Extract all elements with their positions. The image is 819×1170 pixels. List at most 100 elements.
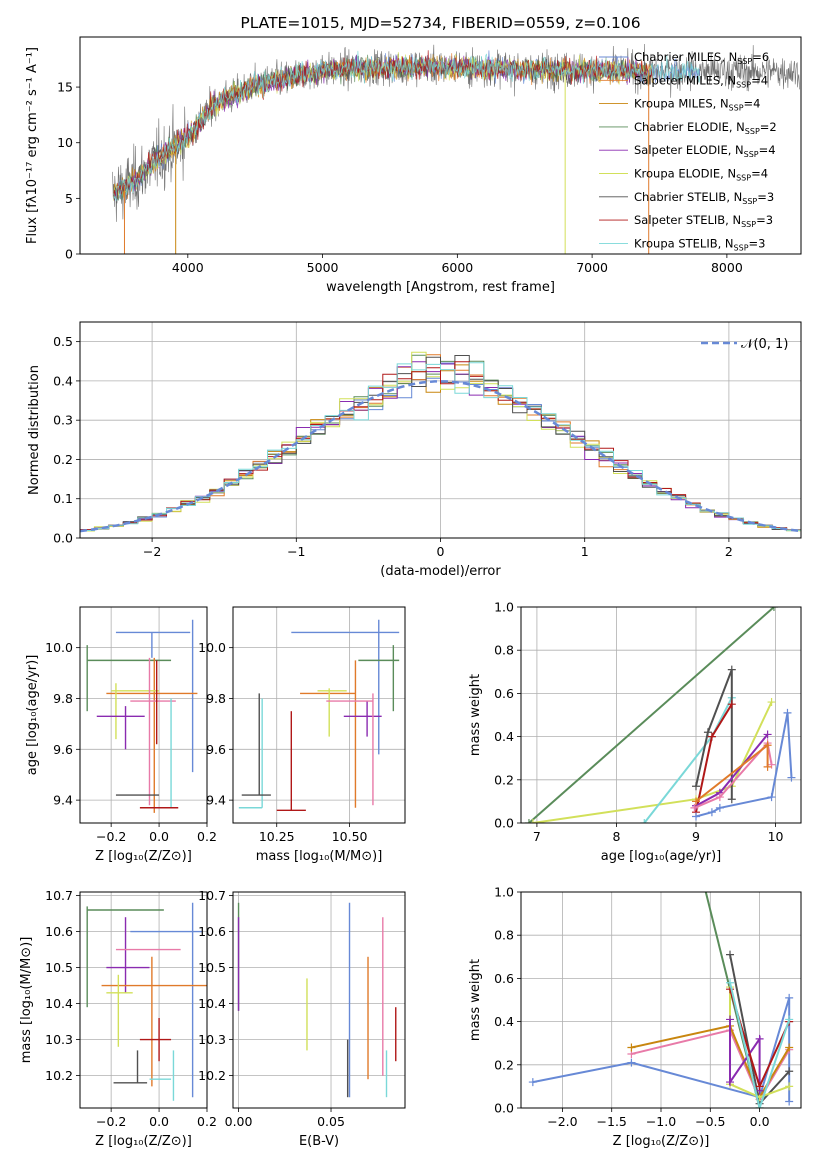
spectrum-panel: 4000 5000 6000 7000 8000 0 5 10 15 wavelength [An… bbox=[25, 14, 802, 295]
weight-line-9 bbox=[729, 982, 791, 1108]
x-tick-label: 0.0 bbox=[750, 1114, 770, 1129]
y-tick-label: 9.6 bbox=[206, 742, 226, 757]
weight-marker bbox=[785, 1043, 794, 1052]
weight-marker bbox=[715, 803, 724, 812]
weight-marker bbox=[755, 1034, 764, 1043]
weight-marker bbox=[726, 978, 735, 987]
x-axis-label: Z [log₁₀(Z/Z⊙)] bbox=[95, 1134, 192, 1149]
y-tick-label: 9.8 bbox=[206, 691, 226, 706]
age-vs-metallicity-panel: −0.2 0.0 0.2 9.4 9.6 9.8 10.0 Z [log₁₀(Z/Z⊙)] ag… bbox=[25, 606, 217, 864]
weight-marker bbox=[785, 1067, 794, 1076]
y-tick-label: 0.1 bbox=[53, 491, 73, 506]
x-tick-label: 9 bbox=[692, 829, 700, 844]
legend-nssp: 4 bbox=[768, 143, 775, 157]
legend-equals: = bbox=[744, 97, 754, 111]
ticks: 10.25 10.50 9.4 9.6 9.8 10.0 bbox=[198, 640, 367, 844]
weight-marker bbox=[627, 1043, 636, 1052]
y-tick-label: 10.4 bbox=[198, 996, 226, 1011]
x-tick-label: −0.2 bbox=[96, 1114, 126, 1129]
y-tick-label: 10.6 bbox=[45, 924, 73, 939]
x-tick-label: 0 bbox=[437, 544, 445, 559]
legend-label: Chabrier ELODIE, NSSP=2 bbox=[634, 120, 777, 136]
legend-equals: = bbox=[756, 213, 766, 227]
y-tick-label: 0.3 bbox=[53, 413, 73, 428]
plot-area bbox=[237, 902, 397, 1098]
x-tick-label: 10.50 bbox=[332, 829, 368, 844]
y-tick-label: 10.0 bbox=[45, 640, 73, 655]
model-spectrum-line-9 bbox=[113, 50, 701, 202]
weight-marker bbox=[692, 812, 700, 821]
x-axis-label: E(B-V) bbox=[299, 1134, 339, 1149]
axes-frame bbox=[232, 606, 406, 824]
x-tick-label: −1 bbox=[287, 544, 305, 559]
legend-nssp: 3 bbox=[758, 236, 765, 250]
legend-subscript: SSP bbox=[737, 57, 752, 66]
legend-equals: = bbox=[752, 50, 762, 64]
legend-subscript: SSP bbox=[742, 197, 757, 206]
weight-marker bbox=[769, 607, 778, 611]
weight-marker bbox=[727, 795, 736, 804]
legend-text: Kroupa MILES, N bbox=[634, 97, 729, 111]
grid-lines bbox=[233, 892, 405, 1108]
ticks: −0.2 0.0 0.2 10.2 10.3 10.4 10.5 10.6 10.7 bbox=[45, 888, 217, 1129]
x-tick-label: 0.05 bbox=[317, 1114, 345, 1129]
ticks: −2.0 −1.5 −1.0 −0.5 0.0 0.0 0.2 0.4 0.6 0.8 1.0 bbox=[494, 885, 769, 1130]
weight-marker bbox=[715, 793, 724, 802]
y-tick-label: 10.5 bbox=[45, 960, 73, 975]
axes-frame bbox=[79, 606, 208, 824]
weight-marker bbox=[763, 741, 772, 750]
x-axis-label: (data-model)/error bbox=[380, 564, 501, 579]
weight-marker bbox=[767, 793, 776, 802]
legend-subscript: SSP bbox=[736, 174, 751, 183]
weight-marker bbox=[703, 728, 712, 737]
weight-marker bbox=[528, 819, 537, 823]
legend-label: Salpeter STELIB, NSSP=3 bbox=[634, 213, 773, 229]
y-tick-label: 10.5 bbox=[198, 960, 226, 975]
axes-frame bbox=[520, 606, 802, 824]
y-tick-label: 10.7 bbox=[45, 888, 73, 903]
weight-marker bbox=[763, 730, 772, 739]
weight-marker bbox=[690, 803, 699, 812]
weight-marker bbox=[726, 1078, 735, 1087]
axes-frame bbox=[520, 891, 802, 1109]
weight-marker bbox=[767, 760, 776, 769]
y-tick-label: 0.8 bbox=[494, 928, 514, 943]
y-tick-label: 10.6 bbox=[198, 924, 226, 939]
x-axis-label: Z [log₁₀(Z/Z⊙)] bbox=[95, 849, 192, 864]
x-tick-label: 0.00 bbox=[225, 1114, 253, 1129]
weight-marker bbox=[755, 1082, 764, 1091]
y-tick-label: 10.3 bbox=[198, 1032, 226, 1047]
y-tick-label: 0.5 bbox=[53, 334, 73, 349]
weight-marker bbox=[640, 819, 649, 823]
legend-nssp: 3 bbox=[767, 190, 774, 204]
legend-label: 𝒩(0, 1) bbox=[741, 337, 788, 352]
plot-area bbox=[86, 619, 198, 813]
x-tick-label: 5000 bbox=[307, 260, 339, 275]
mass-weight-vs-age-panel: 7 8 9 10 0.0 0.2 0.4 0.6 0.8 1.0 age [log₁₀(age/yr… bbox=[468, 600, 802, 864]
y-axis-label: age [log₁₀(age/yr)] bbox=[25, 655, 40, 776]
ticks: 0.00 0.05 10.2 10.3 10.4 10.5 10.6 10.7 bbox=[198, 888, 345, 1129]
legend-equals: = bbox=[751, 73, 761, 87]
weight-marker bbox=[692, 782, 700, 791]
y-tick-label: 0.0 bbox=[494, 1101, 514, 1116]
weight-marker bbox=[528, 1078, 537, 1087]
legend-nssp: 6 bbox=[762, 50, 769, 64]
weight-marker bbox=[785, 1097, 794, 1106]
x-axis-label: Z [log₁₀(Z/Z⊙)] bbox=[613, 1134, 710, 1149]
legend-nssp: 2 bbox=[769, 120, 776, 134]
y-tick-label: 1.0 bbox=[494, 885, 514, 900]
weight-line-7 bbox=[729, 1019, 761, 1091]
x-tick-label: 10 bbox=[768, 829, 784, 844]
age-vs-mass-panel: 10.25 10.50 9.4 9.6 9.8 10.0 mass [log₁₀(M/M⊙)… bbox=[198, 606, 406, 864]
legend-text: Chabrier MILES, N bbox=[634, 50, 737, 64]
legend-label: Kroupa MILES, NSSP=4 bbox=[634, 97, 761, 113]
x-axis-label: wavelength [Angstrom, rest frame] bbox=[326, 280, 555, 295]
legend-nssp: 4 bbox=[761, 167, 768, 181]
weight-marker bbox=[767, 698, 776, 707]
x-axis-label: mass [log₁₀(M/M⊙)] bbox=[256, 849, 383, 864]
y-tick-label: 5 bbox=[65, 191, 73, 206]
weight-line-6 bbox=[695, 712, 793, 818]
x-tick-label: 0.0 bbox=[149, 1114, 169, 1129]
weight-marker bbox=[627, 1058, 636, 1067]
